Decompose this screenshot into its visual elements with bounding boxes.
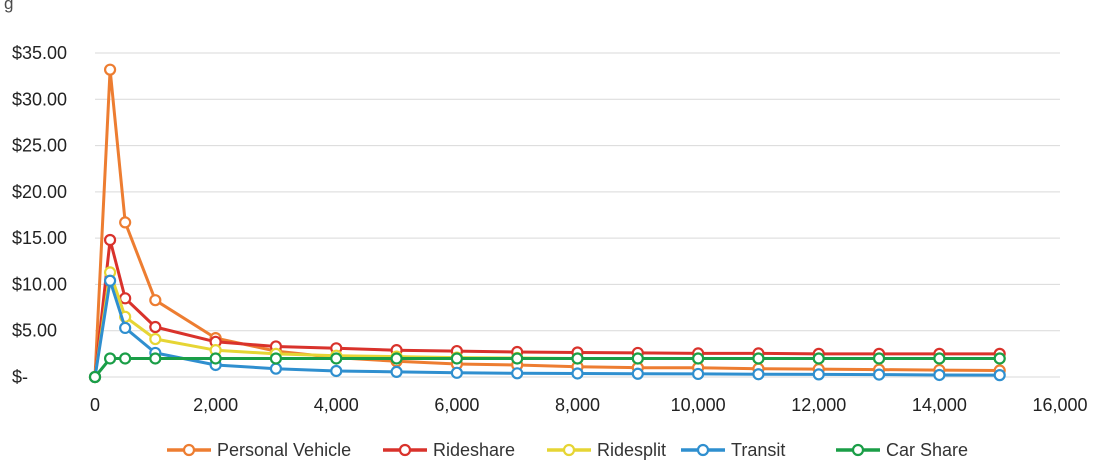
series-line (93, 279, 1000, 378)
series-line (93, 270, 1000, 378)
legend-label: Ridesplit (597, 440, 666, 460)
x-tick-label: 14,000 (912, 395, 967, 415)
data-point (390, 352, 403, 365)
series-lines (88, 63, 1006, 384)
data-point (692, 367, 705, 381)
legend: Personal Vehicle Rideshare Ridesplit Transi… (167, 440, 968, 460)
legend-item: Car Share (836, 440, 968, 460)
legend-label: Personal Vehicle (217, 440, 351, 460)
data-point (872, 368, 886, 381)
data-point (149, 352, 162, 365)
data-point (103, 63, 117, 76)
data-point (812, 368, 825, 381)
data-point (872, 352, 886, 365)
legend-swatch-marker (562, 443, 576, 457)
data-point (269, 362, 283, 375)
legend-item: Rideshare (383, 440, 515, 460)
x-tick-label: 2,000 (193, 395, 238, 415)
series-personal-vehicle (88, 63, 1006, 384)
data-point (103, 233, 117, 247)
legend-label: Transit (731, 440, 785, 460)
data-point (752, 352, 765, 365)
data-point (450, 352, 463, 365)
legend-swatch-marker (398, 443, 412, 457)
x-axis-tick-labels: 0 2,000 4,000 6,000 8,000 10,000 12,000 14,000 1… (90, 395, 1088, 415)
data-point (390, 365, 403, 379)
data-point (119, 216, 132, 229)
data-point (119, 352, 132, 365)
data-point (511, 367, 524, 380)
legend-item: Ridesplit (547, 440, 666, 460)
y-tick-label: $5.00 (12, 321, 57, 341)
data-point (631, 367, 644, 380)
y-tick-label: $- (12, 367, 28, 387)
y-tick-label: $15.00 (12, 228, 67, 248)
y-tick-label: $20.00 (12, 182, 67, 202)
data-point (993, 369, 1006, 382)
data-point (149, 294, 162, 307)
x-tick-label: 16,000 (1032, 395, 1087, 415)
data-point (209, 352, 222, 365)
series-line (93, 68, 1000, 378)
data-point (149, 320, 162, 334)
data-point (103, 274, 117, 287)
data-point (933, 352, 946, 365)
x-tick-label: 4,000 (314, 395, 359, 415)
x-tick-label: 0 (90, 395, 100, 415)
data-point (571, 352, 584, 365)
data-point (571, 367, 584, 380)
x-tick-label: 12,000 (791, 395, 846, 415)
data-point (330, 364, 343, 378)
data-point (511, 352, 524, 365)
legend-item: Transit (681, 440, 785, 460)
legend-swatch-marker (696, 443, 710, 457)
legend-swatch-marker (182, 443, 196, 457)
data-point (812, 352, 825, 365)
data-point (933, 368, 946, 382)
series-car-share (88, 352, 1006, 384)
legend-label: Car Share (886, 440, 968, 460)
truncated-header-text: g (4, 0, 14, 13)
data-point (752, 368, 765, 381)
y-tick-label: $25.00 (12, 136, 67, 156)
y-axis-tick-labels: $- $5.00 $10.00 $15.00 $20.00 $25.00 $30.00 $35… (12, 43, 67, 387)
data-point (269, 352, 283, 365)
x-tick-label: 6,000 (434, 395, 479, 415)
data-point (450, 366, 463, 379)
data-point (692, 352, 705, 365)
legend-swatch-marker (851, 443, 865, 457)
data-point (149, 332, 162, 346)
series-line (93, 238, 1000, 378)
data-point (88, 370, 102, 384)
data-point (330, 352, 343, 365)
data-point (993, 352, 1006, 365)
y-tick-label: $30.00 (12, 89, 67, 109)
data-point (631, 352, 644, 365)
data-point (103, 352, 117, 365)
data-point (119, 321, 132, 335)
legend-item: Personal Vehicle (167, 440, 351, 460)
y-tick-label: $10.00 (12, 274, 67, 294)
legend-label: Rideshare (433, 440, 515, 460)
grid-lines (95, 52, 1060, 378)
x-tick-label: 10,000 (671, 395, 726, 415)
x-tick-label: 8,000 (555, 395, 600, 415)
y-tick-label: $35.00 (12, 43, 67, 63)
